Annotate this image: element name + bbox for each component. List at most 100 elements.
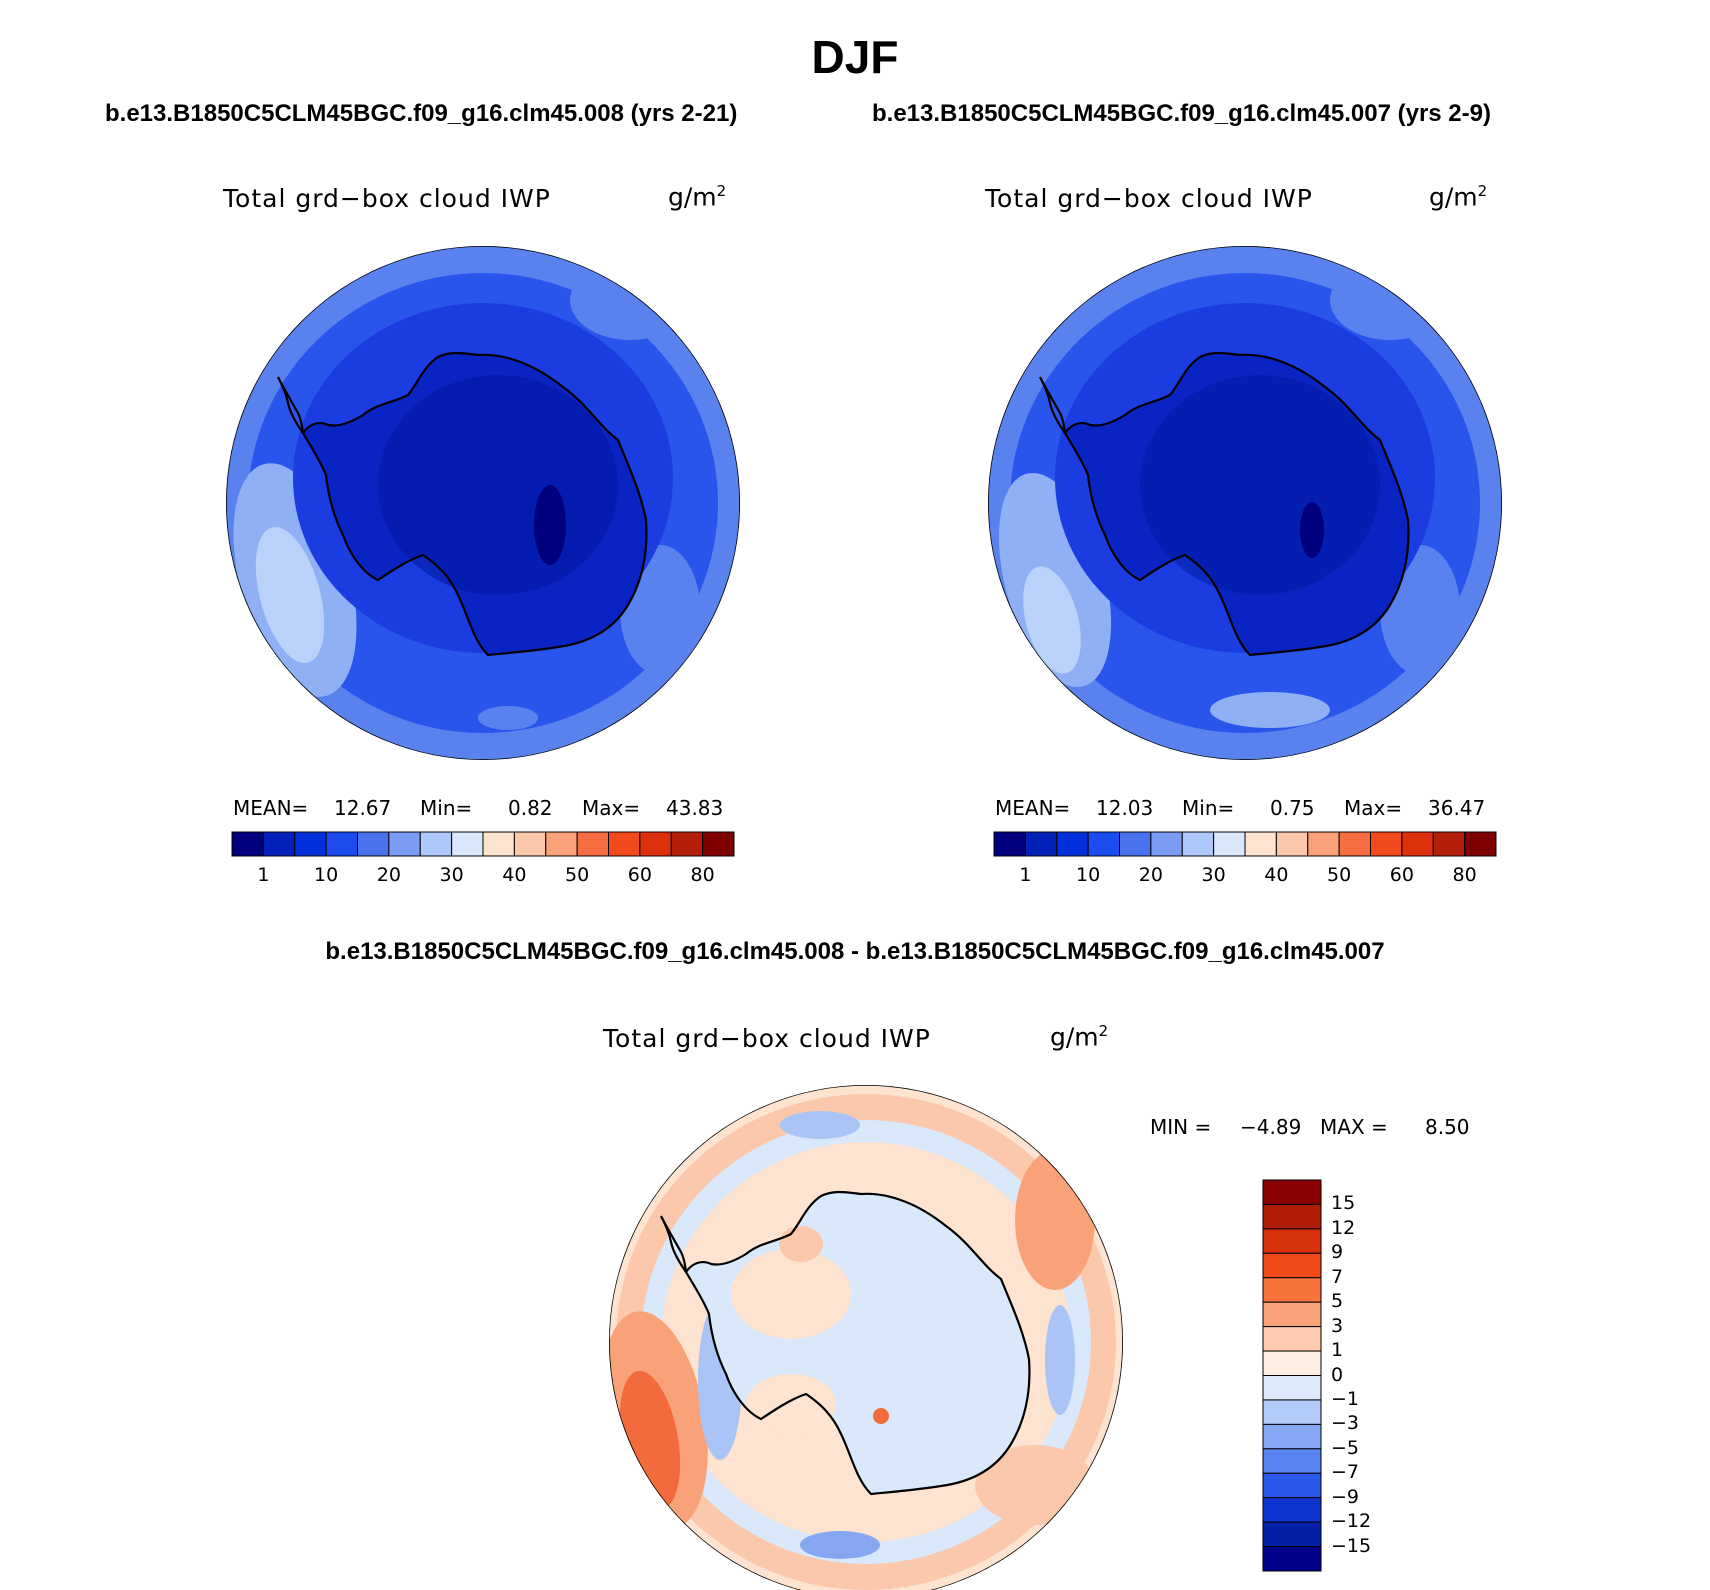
colorbar-tick-label: 9	[1331, 1241, 1344, 1264]
colorbar-tick-label: 1	[1019, 864, 1032, 886]
colorbar-swatch	[294, 831, 327, 857]
difference-polar-map	[609, 1085, 1123, 1590]
colorbar-tick-label: 60	[1389, 864, 1414, 886]
colorbar-tick-label: 40	[1264, 864, 1289, 886]
colorbar-tick-label: −12	[1331, 1510, 1372, 1533]
colorbar-tick-label: 15	[1331, 1192, 1356, 1215]
colorbar-tick-label: −1	[1331, 1387, 1360, 1410]
colorbar-swatch	[1244, 831, 1277, 857]
diff-variable-label: Total grd−box cloud IWP	[603, 1024, 931, 1053]
colorbar-tick-label: 20	[1138, 864, 1163, 886]
colorbar-swatch	[1275, 831, 1309, 857]
right-variable-label: Total grd−box cloud IWP	[985, 184, 1313, 213]
left-map-patch	[255, 526, 325, 664]
colorbar-swatch	[1262, 1521, 1322, 1548]
colorbar-tick-label: 30	[439, 864, 464, 886]
colorbar-swatch	[388, 831, 421, 857]
colorbar-tick-label: 7	[1331, 1265, 1344, 1288]
colorbar-tick-label: 60	[627, 864, 652, 886]
left-min-value: 0.82	[508, 796, 553, 820]
colorbar-swatch	[670, 831, 704, 857]
diff-max-value: 8.50	[1425, 1115, 1470, 1139]
colorbar-tick-label: 12	[1331, 1216, 1356, 1239]
left-antarctica	[276, 351, 648, 657]
colorbar-swatch	[1262, 1326, 1322, 1352]
colorbar-swatch	[1087, 831, 1120, 857]
colorbar-tick-label: 50	[565, 864, 590, 886]
colorbar-swatch	[1338, 831, 1371, 857]
right-polar-map	[988, 246, 1502, 760]
colorbar-swatch	[1262, 1203, 1322, 1230]
left-map-patch	[570, 260, 690, 340]
colorbar-tick-label: 1	[257, 864, 270, 886]
left-mean-value: 12.67	[334, 796, 392, 820]
difference-title: b.e13.B1850C5CLM45BGC.f09_g16.clm45.008 …	[325, 938, 1385, 965]
colorbar-tick-label: 40	[502, 864, 527, 886]
right-case-title: b.e13.B1850C5CLM45BGC.f09_g16.clm45.007 …	[872, 100, 1491, 127]
colorbar-tick-label: 1	[1331, 1339, 1344, 1362]
colorbar-swatch	[1262, 1546, 1322, 1572]
colorbar-tick-label: 3	[1331, 1314, 1344, 1337]
right-max-value: 36.47	[1428, 796, 1486, 820]
colorbar-swatch	[1119, 831, 1152, 857]
colorbar-swatch	[419, 831, 453, 857]
right-map-patch	[1210, 692, 1330, 728]
diff-map-patch	[780, 1111, 860, 1139]
colorbar-swatch	[1262, 1301, 1322, 1328]
colorbar-swatch	[608, 831, 641, 857]
colorbar-swatch	[1213, 831, 1246, 857]
diff-min-label: MIN =	[1150, 1115, 1212, 1139]
right-map-patch	[1330, 260, 1450, 340]
colorbar-tick-label: −3	[1331, 1412, 1360, 1435]
left-units-label: g/m2	[668, 182, 727, 212]
left-max-label: Max=	[582, 796, 641, 820]
colorbar-swatch	[1056, 831, 1089, 857]
colorbar-swatch	[1464, 831, 1497, 857]
colorbar-swatch	[513, 831, 547, 857]
colorbar-swatch	[1370, 831, 1403, 857]
diff-map-patch	[1045, 1305, 1075, 1415]
left-colorbar	[231, 831, 735, 857]
colorbar-swatch	[231, 831, 264, 857]
colorbar-swatch	[1024, 831, 1058, 857]
diff-colorbar	[1262, 1179, 1322, 1572]
colorbar-swatch	[545, 831, 578, 857]
colorbar-tick-label: 0	[1331, 1363, 1344, 1386]
diff-units-label: g/m2	[1050, 1022, 1109, 1052]
right-colorbar	[993, 831, 1497, 857]
colorbar-swatch	[639, 831, 672, 857]
left-max-value: 43.83	[666, 796, 724, 820]
colorbar-swatch	[1262, 1179, 1322, 1205]
left-polar-map	[226, 246, 740, 760]
left-min-label: Min=	[420, 796, 473, 820]
left-variable-label: Total grd−box cloud IWP	[223, 184, 551, 213]
colorbar-tick-label: −5	[1331, 1436, 1360, 1459]
colorbar-swatch	[451, 831, 484, 857]
diff-map-patch	[1015, 1150, 1095, 1290]
colorbar-swatch	[576, 831, 609, 857]
left-mean-label: MEAN=	[233, 796, 309, 820]
colorbar-swatch	[1262, 1228, 1322, 1254]
colorbar-swatch	[1262, 1375, 1322, 1401]
colorbar-swatch	[993, 831, 1026, 857]
colorbar-swatch	[702, 831, 735, 857]
colorbar-swatch	[1181, 831, 1215, 857]
colorbar-swatch	[1262, 1399, 1322, 1425]
left-case-title: b.e13.B1850C5CLM45BGC.f09_g16.clm45.008 …	[105, 100, 738, 127]
right-units-label: g/m2	[1429, 182, 1488, 212]
colorbar-swatch	[1262, 1277, 1322, 1303]
colorbar-swatch	[1150, 831, 1183, 857]
colorbar-swatch	[262, 831, 296, 857]
colorbar-tick-label: 50	[1327, 864, 1352, 886]
page-title: DJF	[811, 31, 899, 83]
right-min-label: Min=	[1182, 796, 1235, 820]
right-max-label: Max=	[1344, 796, 1403, 820]
colorbar-swatch	[325, 831, 358, 857]
diff-map-patch	[800, 1531, 880, 1559]
colorbar-swatch	[1307, 831, 1340, 857]
colorbar-tick-label: 80	[1452, 864, 1477, 886]
colorbar-swatch	[1432, 831, 1466, 857]
right-mean-value: 12.03	[1096, 796, 1154, 820]
right-min-value: 0.75	[1270, 796, 1315, 820]
colorbar-tick-label: −9	[1331, 1485, 1360, 1508]
